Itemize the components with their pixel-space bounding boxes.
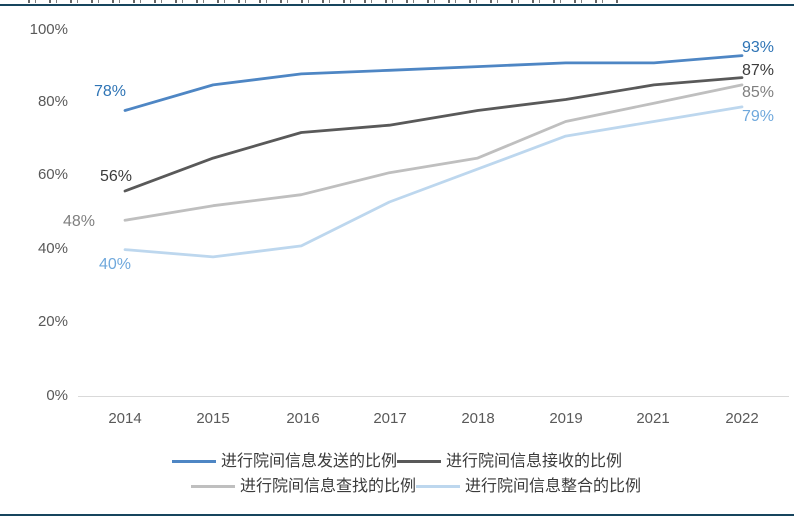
legend-item-sending: 进行院间信息发送的比例 [171, 452, 397, 472]
data-label-finding-last: 85% [742, 84, 775, 101]
x-tick-2018: 2018 [461, 410, 495, 427]
legend-line-swatch-finding [190, 485, 235, 488]
legend-line-swatch-receiving [397, 460, 441, 463]
legend-row-1: 进行院间信息发送的比例 进行院间信息接收的比例 [47, 449, 747, 474]
x-tick-2021: 2021 [636, 410, 670, 427]
legend-label-finding: 进行院间信息查找的比例 [239, 477, 416, 495]
legend-line-swatch-integration [416, 485, 460, 488]
x-axis-line [78, 396, 789, 397]
x-tick-2017: 2017 [373, 410, 407, 427]
data-label-integration-last: 79% [742, 108, 775, 125]
legend-label-integration: 进行院间信息整合的比例 [465, 477, 642, 495]
y-tick-0: 0% [46, 387, 68, 404]
x-tick-2015: 2015 [196, 410, 230, 427]
data-label-receiving-last: 87% [742, 62, 775, 79]
y-tick-20: 20% [37, 313, 68, 330]
chart-legend: 进行院间信息发送的比例 进行院间信息接收的比例 进行院间信息查找的比例 进行院间… [47, 449, 747, 499]
data-label-sending-first: 78% [94, 83, 127, 100]
x-tick-2014: 2014 [108, 410, 142, 427]
y-tick-80: 80% [37, 93, 68, 110]
bottom-divider-rule [0, 514, 794, 516]
legend-item-integration: 进行院间信息整合的比例 [416, 477, 641, 497]
y-tick-60: 60% [37, 166, 68, 183]
data-label-sending-last: 93% [742, 39, 775, 56]
data-label-receiving-first: 56% [100, 168, 133, 185]
legend-label-receiving: 进行院间信息接收的比例 [446, 452, 623, 470]
legend-label-sending: 进行院间信息发送的比例 [220, 452, 397, 470]
x-tick-2016: 2016 [286, 410, 320, 427]
x-tick-2022: 2022 [725, 410, 759, 427]
y-tick-100: 100% [29, 21, 68, 38]
y-tick-40: 40% [37, 240, 68, 257]
data-label-finding-first: 48% [63, 213, 96, 230]
x-tick-2019: 2019 [549, 410, 583, 427]
clipped-title-fragment [22, 0, 622, 3]
legend-row-2: 进行院间信息查找的比例 进行院间信息整合的比例 [85, 474, 747, 499]
data-label-integration-first: 40% [99, 256, 132, 273]
legend-item-finding: 进行院间信息查找的比例 [190, 477, 416, 497]
legend-item-receiving: 进行院间信息接收的比例 [397, 452, 622, 472]
top-divider-rule [0, 4, 794, 6]
legend-line-swatch-sending [171, 460, 216, 463]
